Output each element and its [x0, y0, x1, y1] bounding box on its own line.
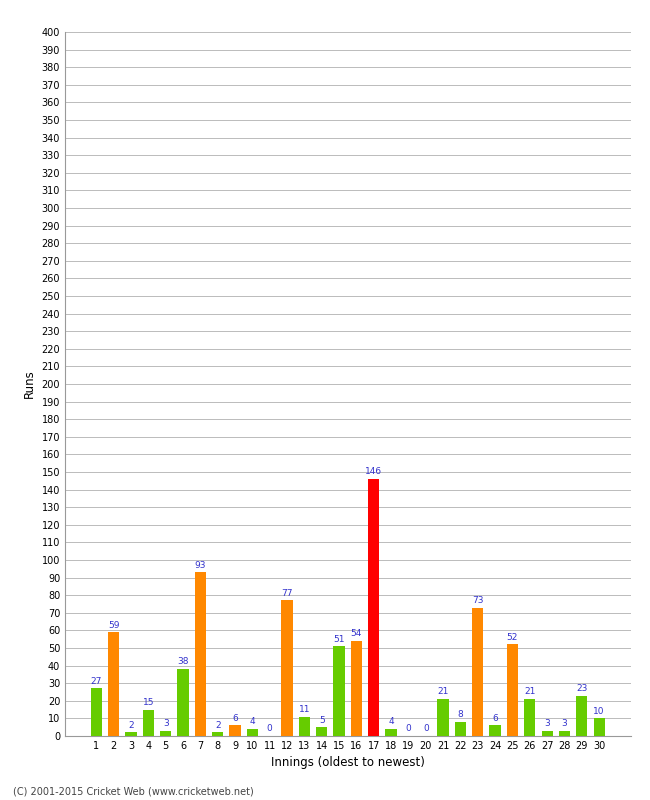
Bar	[437, 699, 448, 736]
Text: 4: 4	[388, 718, 394, 726]
Bar	[333, 646, 344, 736]
Text: 2: 2	[215, 721, 220, 730]
Text: 6: 6	[492, 714, 498, 723]
Text: 23: 23	[576, 684, 588, 693]
Bar	[524, 699, 536, 736]
Text: 93: 93	[194, 561, 206, 570]
Text: 15: 15	[142, 698, 154, 707]
Bar	[472, 607, 484, 736]
Text: 27: 27	[90, 677, 102, 686]
Text: 3: 3	[544, 719, 550, 728]
Bar	[229, 726, 240, 736]
Bar	[91, 689, 102, 736]
Text: 77: 77	[281, 589, 292, 598]
Bar	[299, 717, 310, 736]
Text: 38: 38	[177, 658, 188, 666]
Text: 52: 52	[507, 633, 518, 642]
Text: 73: 73	[472, 596, 484, 605]
Text: 3: 3	[562, 719, 567, 728]
Text: 21: 21	[437, 687, 448, 696]
Text: 3: 3	[162, 719, 168, 728]
Text: 0: 0	[267, 724, 272, 734]
Text: 21: 21	[524, 687, 536, 696]
Bar	[576, 695, 588, 736]
Bar	[316, 727, 328, 736]
X-axis label: Innings (oldest to newest): Innings (oldest to newest)	[271, 757, 424, 770]
Bar	[559, 730, 570, 736]
Bar	[368, 479, 380, 736]
Bar	[385, 729, 396, 736]
Bar	[143, 710, 154, 736]
Text: 10: 10	[593, 706, 605, 716]
Text: 0: 0	[406, 724, 411, 734]
Bar	[455, 722, 466, 736]
Text: 5: 5	[319, 715, 324, 725]
Bar	[247, 729, 258, 736]
Text: 6: 6	[232, 714, 238, 723]
Bar	[195, 572, 206, 736]
Text: 11: 11	[298, 705, 310, 714]
Bar	[507, 645, 518, 736]
Bar	[593, 718, 604, 736]
Bar	[160, 730, 172, 736]
Bar	[489, 726, 500, 736]
Text: 4: 4	[250, 718, 255, 726]
Text: 0: 0	[423, 724, 428, 734]
Text: 54: 54	[351, 630, 362, 638]
Bar	[108, 632, 120, 736]
Text: 59: 59	[108, 621, 120, 630]
Text: 51: 51	[333, 634, 345, 643]
Bar	[351, 641, 362, 736]
Y-axis label: Runs: Runs	[23, 370, 36, 398]
Text: 8: 8	[458, 710, 463, 719]
Bar	[125, 733, 136, 736]
Bar	[212, 733, 224, 736]
Text: 2: 2	[128, 721, 134, 730]
Bar	[177, 669, 188, 736]
Text: 146: 146	[365, 467, 382, 476]
Bar	[281, 601, 292, 736]
Bar	[541, 730, 552, 736]
Text: (C) 2001-2015 Cricket Web (www.cricketweb.net): (C) 2001-2015 Cricket Web (www.cricketwe…	[13, 786, 254, 796]
